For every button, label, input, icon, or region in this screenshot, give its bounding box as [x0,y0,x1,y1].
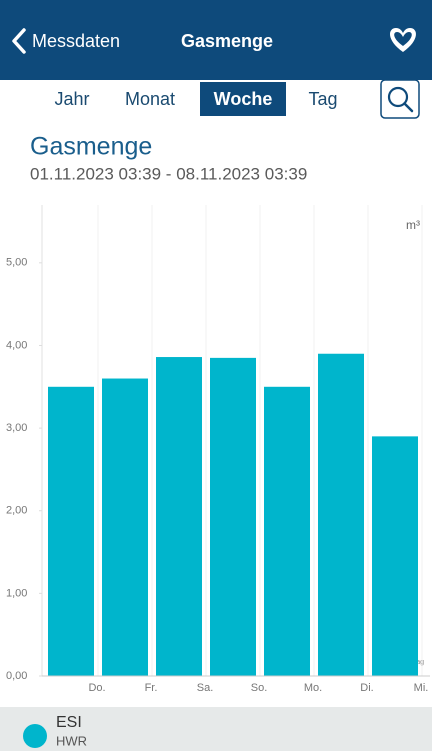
legend-label: ESI [56,714,82,731]
x-tick-label: So. [251,682,268,694]
y-tick-label: 4,00 [6,339,27,351]
chart-subtitle: 01.11.2023 03:39 - 08.11.2023 03:39 [30,164,307,183]
bar [210,357,256,676]
legend: ESI HWR [23,714,87,748]
y-tick-label: 3,00 [6,422,27,434]
search-button[interactable] [380,79,420,119]
search-icon-handle [403,102,414,113]
bar [48,386,94,676]
back-icon[interactable] [12,28,26,54]
tab[interactable]: Jahr [54,89,89,109]
y-tick-label: 0,00 [6,670,27,682]
bar [156,357,202,676]
y-tick-label: 1,00 [6,587,27,599]
chart-title: Gasmenge [30,133,152,161]
bar [318,353,364,676]
bar [372,436,418,676]
plot: 0,00 1,00 2,00 3,00 4,00 5,00 Do. Fr. Sa. So. Mo. D… [6,205,430,694]
tab[interactable]: Woche [214,89,273,109]
header-bar [0,0,432,80]
legend-sublabel: HWR [56,733,87,748]
bar [102,378,148,676]
x-tick-label: Mo. [304,682,322,694]
favorite-icon-inner [394,32,412,46]
y-tick-label: 2,00 [6,505,27,517]
y-tick-label: 5,00 [6,257,27,269]
search-icon [387,86,409,108]
tab-bar: Jahr Monat Woche Tag [54,82,338,116]
tab[interactable]: Monat [125,89,175,109]
tab-selected-bg [200,82,286,116]
x-tick-label: Di. [360,682,373,694]
header-title: Gasmenge [181,31,273,51]
tab[interactable]: Tag [308,89,337,109]
y-unit: m³ [406,218,420,232]
x-tick-label: Do. [88,682,105,694]
legend-bar [0,707,432,751]
x-tick-label: Fr. [145,682,158,694]
legend-swatch [23,724,47,748]
x-tick-label: Mi. [414,682,429,694]
bar [264,386,310,676]
back-button[interactable]: Messdaten [32,31,120,51]
x-tick-label: Sa. [197,682,214,694]
